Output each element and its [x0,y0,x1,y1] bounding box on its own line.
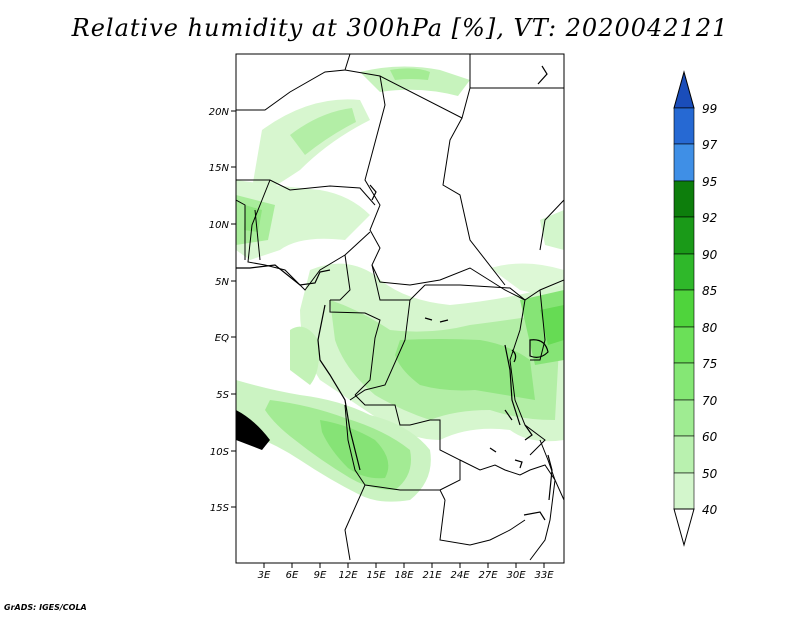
lat-tick: EQ [215,333,236,344]
lat-tick: 5S [216,390,236,401]
grads-credit: GrADS: IGES/COLA [4,603,87,612]
lat-label: 10S [210,447,230,458]
colorbar-segment [673,253,695,291]
lat-label: 15N [209,163,230,174]
colorbar-segment [673,435,695,474]
colorbar-label: 99 [702,102,717,116]
lat-tick: 15S [210,503,236,514]
colorbar-label: 90 [702,248,718,262]
lat-label: 5N [215,277,229,288]
lat-tick: 5N [215,277,236,288]
lon-tick: 3E [258,563,271,581]
colorbar-label: 85 [702,284,717,298]
colorbar-segment [673,216,695,255]
colorbar-segment [673,289,695,328]
lat-label: 5S [216,390,229,401]
colorbar-segment [673,472,695,510]
lon-tick: 30E [506,563,526,581]
lon-label: 18E [394,570,414,581]
lon-label: 21E [422,570,442,581]
colorbar-label: 50 [702,467,718,481]
lon-label: 12E [338,570,358,581]
colorbar: 99 97 95 92 90 85 80 75 70 60 50 40 [673,70,718,547]
lat-label: EQ [215,333,229,344]
lon-label: 6E [286,570,299,581]
latitude-axis: 20N 15N 10N 5N EQ 5S 10S 15S [209,107,236,514]
lon-tick: 12E [338,563,358,581]
lat-label: 15S [210,503,230,514]
colorbar-top-arrow [673,70,695,109]
longitude-axis: 3E 6E 9E 12E 15E 18E 21E 24E 27E 30E 33E [258,563,554,581]
lon-label: 33E [534,570,554,581]
lon-label: 30E [506,570,526,581]
lon-tick: 33E [534,563,554,581]
lat-tick: 10N [209,220,236,231]
lon-label: 3E [258,570,271,581]
lat-label: 20N [209,107,230,118]
lon-tick: 24E [450,563,470,581]
lon-tick: 27E [478,563,498,581]
lon-label: 27E [478,570,498,581]
map-frame [235,53,565,564]
lat-label: 10N [209,220,230,231]
colorbar-segment [673,107,695,145]
colorbar-label: 80 [702,321,718,335]
colorbar-label: 97 [702,138,718,152]
lon-label: 15E [366,570,386,581]
lon-tick: 6E [286,563,299,581]
colorbar-segment [673,326,695,364]
colorbar-label: 92 [702,211,717,225]
colorbar-segment [673,362,695,401]
map-title: Relative humidity at 300hPa [%], VT: 202… [71,14,729,42]
lon-tick: 9E [314,563,327,581]
colorbar-segment [673,180,695,218]
lat-tick: 20N [209,107,236,118]
colorbar-segment [673,399,695,437]
lat-tick: 15N [209,163,236,174]
lat-tick: 10S [210,447,236,458]
lon-tick: 18E [394,563,414,581]
lon-label: 9E [314,570,327,581]
country-borders [236,54,564,561]
colorbar-label: 60 [702,430,718,444]
colorbar-segment [673,143,695,182]
colorbar-label: 40 [702,503,718,517]
colorbar-label: 75 [702,357,717,371]
colorbar-label: 95 [702,175,717,189]
colorbar-bottom-arrow [673,508,695,547]
lon-label: 24E [450,570,470,581]
coastline-and-lakes [236,65,553,521]
lon-tick: 15E [366,563,386,581]
lon-tick: 21E [422,563,442,581]
colorbar-label: 70 [702,394,718,408]
